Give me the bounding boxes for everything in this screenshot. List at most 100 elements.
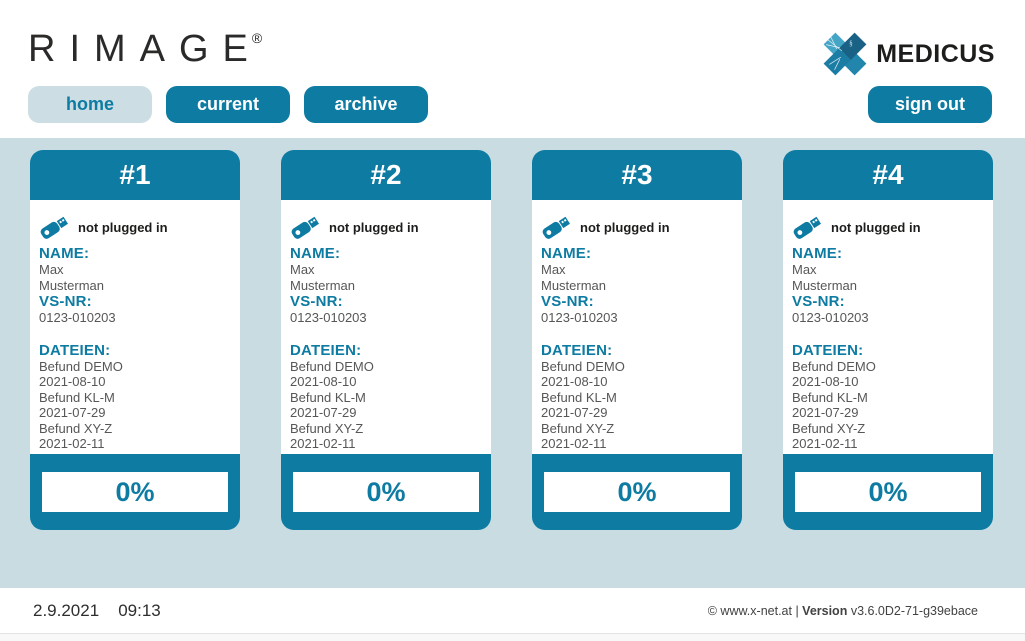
card-body: not plugged in NAME: Max Musterman VS-NR… [30, 200, 240, 454]
spacer [39, 326, 230, 342]
card-slot-title: #3 [532, 150, 742, 200]
file-entry: Befund KL-M [290, 389, 366, 405]
files-label: DATEIEN: [541, 341, 613, 359]
card-body: not plugged in NAME: Max Musterman VS-NR… [281, 200, 491, 454]
rimage-logo: RIMAGE® [28, 28, 262, 71]
usb-status-row: not plugged in [39, 214, 230, 240]
progress-indicator: 0% [795, 472, 981, 512]
usb-status-row: not plugged in [541, 214, 732, 240]
nav-archive-button[interactable]: archive [304, 86, 428, 123]
card-slot-title: #1 [30, 150, 240, 200]
vsnr-value: 0123-010203 [792, 310, 869, 325]
file-entry-date: 2021-02-11 [792, 436, 858, 451]
nav-home-button[interactable]: home [28, 86, 152, 123]
file-entry: Befund DEMO [290, 358, 374, 374]
files-label: DATEIEN: [290, 341, 362, 359]
usb-status-text: not plugged in [78, 219, 168, 235]
device-card: #2 not plugged in NAME: [281, 150, 491, 530]
usb-status-text: not plugged in [580, 219, 670, 235]
medicus-logo-text: MEDICUS [876, 39, 995, 68]
patient-last-name: Musterman [792, 277, 858, 293]
vsnr-label: VS-NR: [541, 293, 594, 310]
file-entry: Befund DEMO [541, 358, 625, 374]
datetime-display: 2.9.2021 09:13 [33, 601, 161, 621]
file-entry-date: 2021-08-10 [792, 374, 859, 389]
name-label: NAME: [792, 245, 843, 262]
version-value: v3.6.0D2-71-g39ebace [847, 603, 978, 618]
file-entry-date: 2021-08-10 [39, 374, 106, 389]
patient-first-name: Max [39, 262, 64, 277]
nav-current-button[interactable]: current [166, 86, 290, 123]
medicus-cross-icon: § [821, 30, 869, 78]
file-entry-date: 2021-07-29 [541, 405, 608, 420]
date-text: 2.9.2021 [33, 600, 100, 620]
usb-stick-icon [541, 214, 571, 240]
usb-status-row: not plugged in [792, 214, 983, 240]
vsnr-value: 0123-010203 [541, 310, 618, 325]
patient-first-name: Max [290, 262, 315, 277]
vsnr-label: VS-NR: [792, 293, 845, 310]
vsnr-value: 0123-010203 [39, 310, 116, 325]
files-label: DATEIEN: [39, 341, 111, 359]
patient-first-name: Max [792, 262, 817, 277]
card-progress-footer: 0% [281, 454, 491, 530]
file-entry: Befund KL-M [39, 389, 115, 405]
file-entry-date: 2021-07-29 [792, 405, 859, 420]
copyright-text: © www.x-net.at | [707, 603, 803, 618]
card-progress-footer: 0% [532, 454, 742, 530]
file-entry-date: 2021-02-11 [39, 436, 105, 451]
file-entry-date: 2021-02-11 [541, 436, 607, 451]
file-entry: Befund DEMO [39, 358, 123, 374]
vsnr-label: VS-NR: [290, 293, 343, 310]
file-entry-date: 2021-07-29 [290, 405, 357, 420]
device-card: #1 not plugged in NAME: [30, 150, 240, 530]
file-entry-date: 2021-08-10 [290, 374, 357, 389]
main-navigation: home current archive [28, 86, 428, 123]
card-progress-footer: 0% [30, 454, 240, 530]
usb-status-row: not plugged in [290, 214, 481, 240]
spacer [290, 326, 481, 342]
bottom-edge-strip [0, 633, 1025, 641]
progress-indicator: 0% [293, 472, 479, 512]
patient-last-name: Musterman [39, 277, 105, 293]
spacer [541, 326, 732, 342]
progress-indicator: 0% [544, 472, 730, 512]
file-entry: Befund XY-Z [290, 420, 364, 436]
progress-indicator: 0% [42, 472, 228, 512]
page-footer: 2.9.2021 09:13 © www.x-net.at | Version … [0, 588, 1025, 633]
files-label: DATEIEN: [792, 341, 864, 359]
rimage-logo-text: RIMAGE [28, 28, 262, 70]
sign-out-button[interactable]: sign out [868, 86, 992, 123]
file-entry: Befund DEMO [792, 358, 876, 374]
device-card: #3 not plugged in NAME: [532, 150, 742, 530]
card-body: not plugged in NAME: Max Musterman VS-NR… [532, 200, 742, 454]
name-label: NAME: [290, 245, 341, 262]
name-label: NAME: [39, 245, 90, 262]
device-card: #4 not plugged in NAME: [783, 150, 993, 530]
medicus-logo: § MEDICUS [821, 30, 995, 78]
device-slots-area: #1 not plugged in NAME: [0, 138, 1025, 588]
card-body: not plugged in NAME: Max Musterman VS-NR… [783, 200, 993, 454]
file-entry: Befund KL-M [541, 389, 617, 405]
patient-last-name: Musterman [541, 277, 607, 293]
time-text: 09:13 [118, 600, 161, 620]
vsnr-value: 0123-010203 [290, 310, 367, 325]
file-entry-date: 2021-02-11 [290, 436, 356, 451]
copyright-version: © www.x-net.at | Version v3.6.0D2-71-g39… [708, 604, 978, 618]
usb-status-text: not plugged in [329, 219, 419, 235]
spacer [792, 326, 983, 342]
card-slot-title: #2 [281, 150, 491, 200]
card-progress-footer: 0% [783, 454, 993, 530]
usb-stick-icon [39, 214, 69, 240]
vsnr-label: VS-NR: [39, 293, 92, 310]
file-entry: Befund KL-M [792, 389, 868, 405]
file-entry: Befund XY-Z [792, 420, 866, 436]
svg-text:§: § [849, 39, 853, 48]
file-entry: Befund XY-Z [39, 420, 113, 436]
usb-stick-icon [290, 214, 320, 240]
file-entry-date: 2021-07-29 [39, 405, 106, 420]
file-entry: Befund XY-Z [541, 420, 615, 436]
registered-trademark-icon: ® [251, 30, 263, 46]
version-label: Version [802, 603, 848, 618]
file-entry-date: 2021-08-10 [541, 374, 608, 389]
